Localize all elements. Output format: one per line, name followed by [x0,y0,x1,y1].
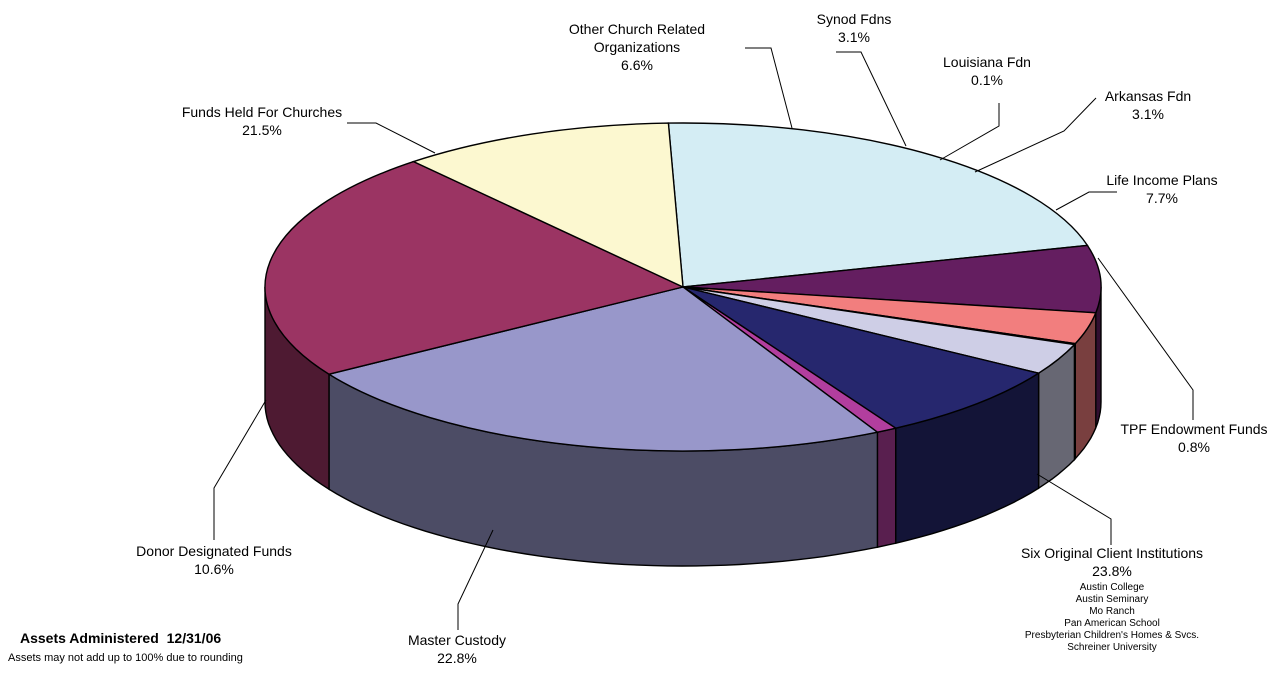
slice-percent-label: 23.8% [1092,563,1132,579]
leader-line [213,399,267,540]
slice-top [411,122,684,289]
slice-label: Synod Fdns [817,11,892,27]
slice-percent-label: 22.8% [437,650,477,666]
footer-title-text: Assets Administered [20,630,159,646]
slice-label: Organizations [594,39,680,55]
slice-percent-label: 3.1% [838,29,870,45]
slice-label: Master Custody [408,632,506,648]
slice-percent-label: 6.6% [621,57,653,73]
slice-label: Life Income Plans [1106,172,1217,188]
leader-line [836,51,907,147]
slice-percent-label: 3.1% [1132,106,1164,122]
institution-item: Schreiner University [1067,642,1156,653]
slice-label: Louisiana Fdn [943,54,1031,70]
leader-line [745,47,793,129]
slice-top [682,286,1041,429]
leader-line [1055,191,1117,211]
slice-percent-label: 21.5% [242,122,282,138]
institution-item: Austin College [1080,582,1145,593]
slice-label: Funds Held For Churches [182,104,342,120]
slice-label: Arkansas Fdn [1105,88,1191,104]
slice-percent-label: 0.8% [1178,439,1210,455]
slice-label: TPF Endowment Funds [1120,421,1267,437]
footer-date: 12/31/06 [166,630,222,646]
leader-line [939,103,1000,161]
leader-line [1097,257,1194,420]
institution-item: Presbyterian Children's Homes & Svcs. [1025,630,1199,641]
footer-title: Assets Administered 12/31/06 [20,630,225,646]
slice-top [264,160,686,375]
slice-top [327,286,880,452]
slice-label: Donor Designated Funds [136,543,292,559]
leader-line [974,97,1097,173]
footer-note: Assets may not add up to 100% due to rou… [8,652,243,664]
institution-item: Mo Ranch [1089,606,1135,617]
leader-line [457,529,494,630]
slice-label: Six Original Client Institutions [1021,545,1203,561]
slice-percent-label: 0.1% [971,72,1003,88]
pie-sides [264,286,1102,567]
leader-line [347,122,436,154]
slice-side [876,427,897,549]
pie-tops [264,122,1102,452]
institution-item: Pan American School [1064,618,1160,629]
slice-percent-label: 7.7% [1146,190,1178,206]
leader-lines [213,47,1194,630]
leader-line [1036,473,1112,545]
slice-percent-label: 10.6% [194,561,234,577]
institution-item: Austin Seminary [1076,594,1149,605]
slice-top [682,244,1102,314]
slice-top [667,122,1089,288]
slice-labels: Funds Held For Churches 21.5% Other Church… [136,11,1267,666]
slice-label: Other Church Related [569,21,705,37]
